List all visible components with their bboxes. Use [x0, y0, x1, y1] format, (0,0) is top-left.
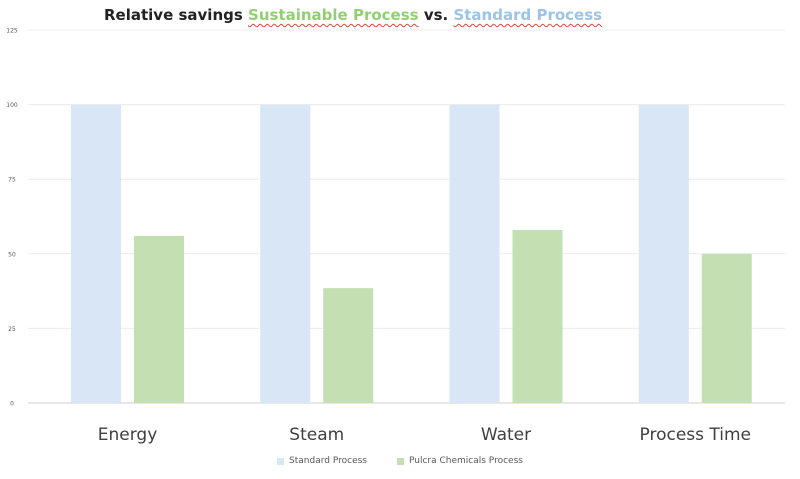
bar-standard-steam [260, 104, 311, 403]
legend-item-pulcra: Pulcra Chemicals Process [397, 456, 523, 466]
title-prefix: Relative savings [104, 6, 243, 24]
legend: Standard Process Pulcra Chemicals Proces… [0, 456, 800, 466]
legend-label-pulcra: Pulcra Chemicals Process [409, 456, 523, 466]
y-tick-label: 100 [6, 102, 18, 109]
x-tick-label: Process Time [640, 425, 752, 445]
x-tick-label: Steam [289, 425, 344, 445]
bars [71, 104, 752, 403]
bar-standard-process-time [638, 104, 689, 403]
title-vs: vs. [423, 6, 449, 24]
x-axis-ticks: Energy Steam Water Process Time [98, 425, 751, 445]
legend-item-standard: Standard Process [277, 456, 367, 466]
bar-pulcra-energy [134, 235, 184, 403]
y-tick-label: 25 [8, 326, 16, 333]
title-sustainable-process: Sustainable Process [248, 6, 419, 24]
title-standard-process: Standard Process [453, 6, 603, 24]
y-tick-label: 0 [10, 401, 14, 408]
y-tick-label: 50 [8, 251, 16, 258]
bar-standard-water [449, 104, 500, 403]
chart-title: Relative savings Sustainable Process vs.… [104, 6, 602, 24]
legend-swatch-pulcra [397, 457, 404, 465]
bar-pulcra-water [512, 229, 563, 403]
x-tick-label: Water [481, 425, 531, 445]
y-axis-ticks: 0 25 50 75 100 125 [6, 28, 18, 408]
y-tick-label: 125 [6, 28, 18, 35]
bar-pulcra-process-time [701, 253, 752, 403]
y-tick-label: 75 [8, 177, 16, 184]
bar-pulcra-steam [323, 288, 374, 403]
bar-standard-energy [71, 104, 121, 403]
legend-swatch-standard [277, 457, 285, 465]
x-tick-label: Energy [98, 425, 158, 445]
legend-label-standard: Standard Process [289, 456, 367, 466]
